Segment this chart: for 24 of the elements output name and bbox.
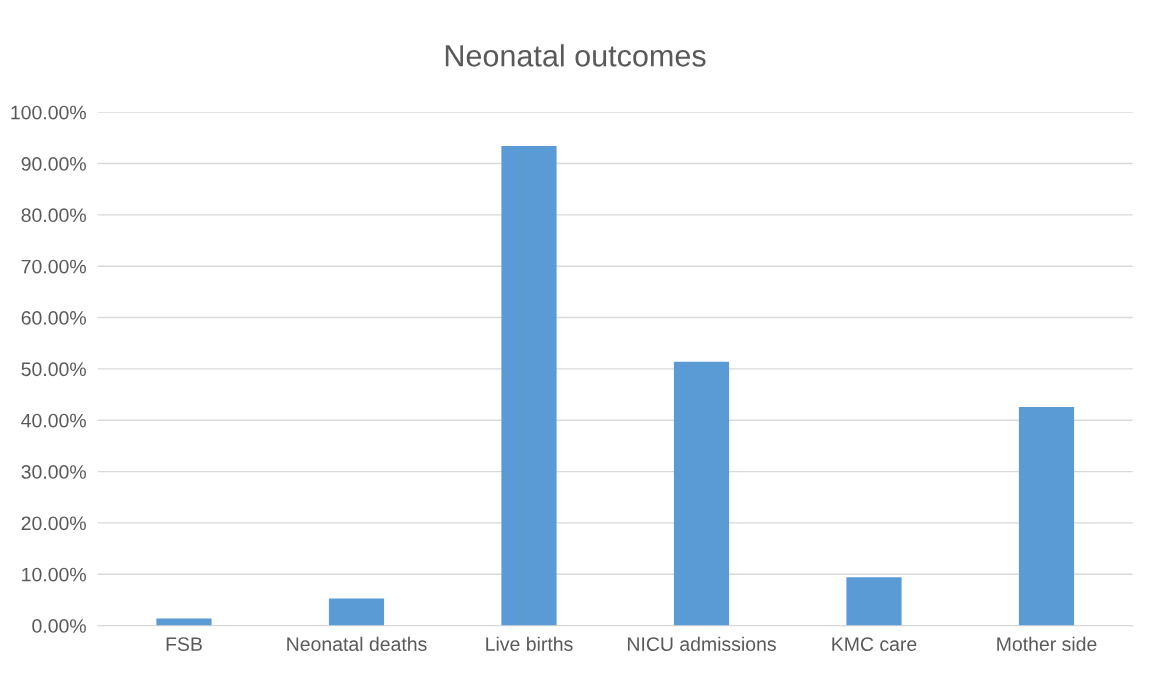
bar xyxy=(846,577,902,626)
y-tick-label: 90.00% xyxy=(21,157,86,171)
y-tick-label: 40.00% xyxy=(21,413,86,428)
y-tick-label: 80.00% xyxy=(21,208,86,223)
bar xyxy=(501,146,557,626)
x-tick-label: FSB xyxy=(166,637,202,651)
bar xyxy=(1018,406,1075,626)
y-tick-label: 30.00% xyxy=(21,465,86,479)
bar xyxy=(673,361,730,626)
y-tick-label: 50.00% xyxy=(21,362,86,377)
y-tick-label: 100.00% xyxy=(11,105,86,120)
x-tick-label: NICU admissions xyxy=(628,636,776,651)
bar xyxy=(328,598,385,626)
x-tick-label: Mother side xyxy=(997,636,1097,651)
y-tick-label: 0.00% xyxy=(32,619,86,633)
x-tick-label: Live births xyxy=(486,636,573,651)
x-tick-label: KMC care xyxy=(832,637,917,651)
y-tick-label: 70.00% xyxy=(21,259,86,274)
y-tick-label: 60.00% xyxy=(21,311,86,325)
y-tick-label: 10.00% xyxy=(22,567,86,582)
chart-title: Neonatal outcomes xyxy=(445,44,706,67)
y-tick-label: 20.00% xyxy=(21,516,86,531)
bar xyxy=(156,618,212,626)
x-tick-label: Neonatal deaths xyxy=(287,636,427,651)
